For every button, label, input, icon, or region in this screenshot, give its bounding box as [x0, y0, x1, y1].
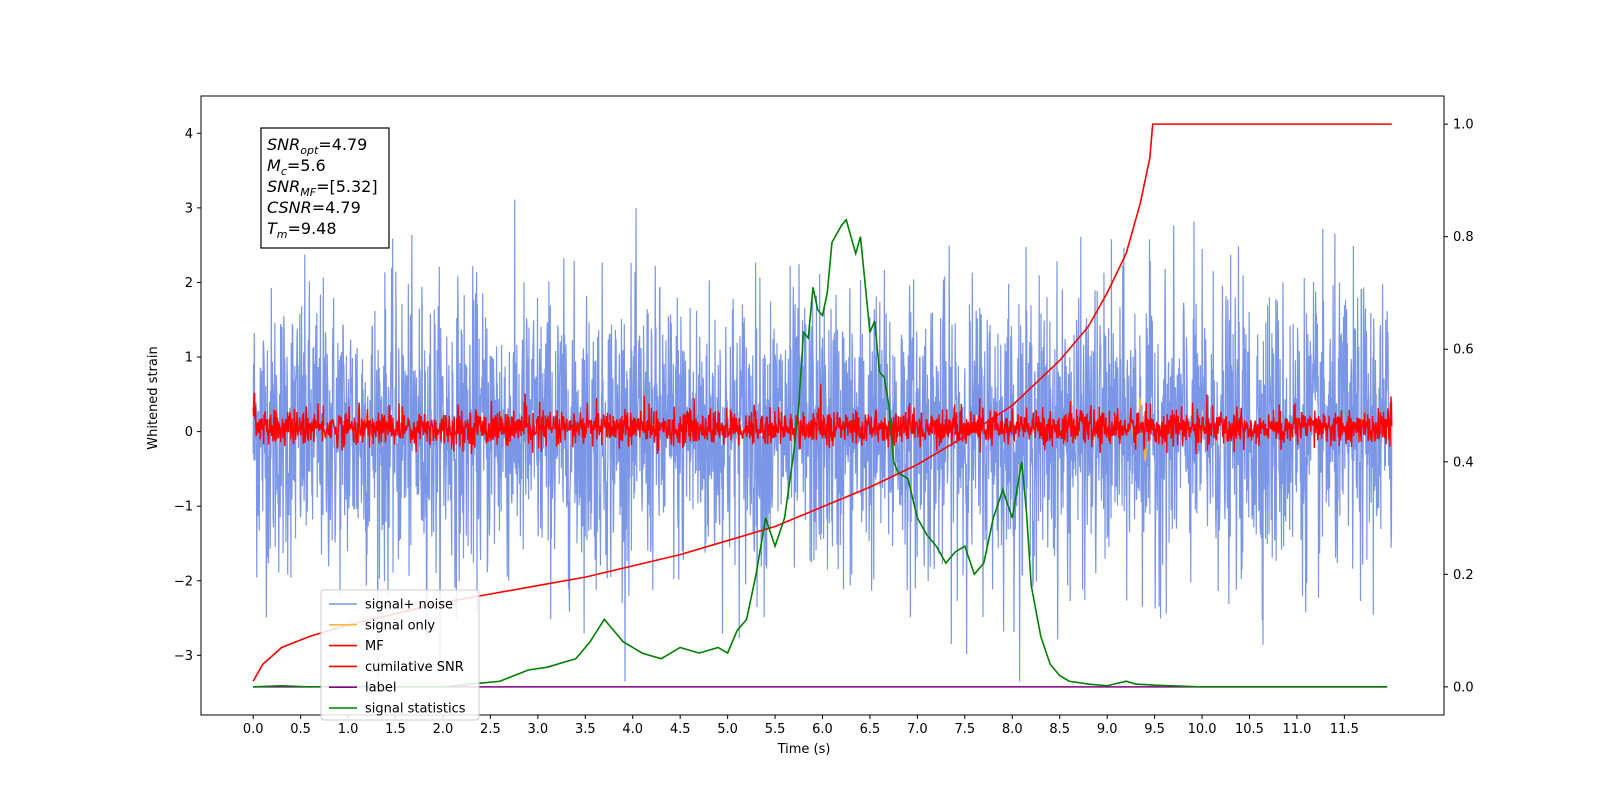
info-subscript: c: [281, 165, 287, 178]
y-left-tick-label: −3: [174, 649, 193, 664]
y-left-tick-label: 1: [185, 351, 193, 366]
series-signal-statistics: [253, 218, 1388, 688]
info-line: SNRopt=4.79: [267, 135, 367, 157]
y-right-tick-label: 1.0: [1453, 118, 1474, 133]
x-tick-label: 6.5: [860, 722, 881, 737]
y-right-tick-label: 0.6: [1453, 343, 1474, 358]
y-left-tick-label: 3: [185, 201, 193, 216]
info-line: CSNR=4.79: [267, 198, 361, 217]
x-tick-label: 4.0: [622, 722, 643, 737]
info-variable: CSNR: [267, 198, 312, 217]
x-tick-label: 9.5: [1144, 722, 1165, 737]
x-tick-label: 0.5: [290, 722, 311, 737]
legend: signal+ noise signal only MF cumilative SNR…: [320, 589, 480, 721]
x-tick-label: 1.5: [385, 722, 406, 737]
x-tick-label: 8.5: [1049, 722, 1070, 737]
legend-label: signal+ noise: [365, 598, 453, 613]
y-right-tick-label: 0.2: [1453, 568, 1474, 583]
x-tick-label: 3.0: [527, 722, 548, 737]
x-tick-label: 10.0: [1188, 722, 1217, 737]
x-tick-label: 4.5: [670, 722, 691, 737]
info-subscript: m: [277, 228, 288, 241]
info-value: =4.79: [318, 135, 367, 154]
x-tick-label: 2.0: [433, 722, 454, 737]
y-left-tick-label: 2: [185, 276, 193, 291]
x-tick-label: 2.5: [480, 722, 501, 737]
x-tick-label: 5.5: [765, 722, 786, 737]
series-signal-noise: [252, 199, 1393, 682]
axes-layer: 0.0 0.5 1.0 1.5 2.0 2.5 3.0 3.5 4.0 4.5 5.0 5.5 6.0 6…: [174, 95, 1474, 737]
y-left-tick-label: −1: [174, 500, 193, 515]
info-line: SNRMF=[5.32]: [267, 177, 378, 199]
info-variable: SNR: [267, 135, 300, 154]
info-value: =[5.32]: [316, 177, 378, 196]
legend-label: signal only: [365, 618, 435, 633]
info-line: Mc=5.6: [267, 156, 326, 178]
x-tick-label: 7.0: [907, 722, 928, 737]
legend-label: MF: [365, 639, 384, 654]
y-right-tick-label: 0.8: [1453, 230, 1474, 245]
legend-label: cumilative SNR: [365, 660, 464, 675]
series-mf: [252, 384, 1393, 455]
info-subscript: MF: [300, 186, 316, 199]
legend-label: label: [365, 681, 396, 696]
x-tick-label: 3.5: [575, 722, 596, 737]
info-variable: T: [267, 219, 278, 238]
x-tick-label: 8.0: [1002, 722, 1023, 737]
info-variable: M: [267, 156, 281, 175]
legend-label: signal statistics: [365, 702, 466, 717]
x-tick-label: 1.0: [338, 722, 359, 737]
x-tick-label: 10.5: [1235, 722, 1264, 737]
x-tick-label: 11.5: [1330, 722, 1359, 737]
info-box: SNRopt=4.79Mc=5.6SNRMF=[5.32]CSNR=4.79Tm…: [260, 127, 390, 249]
y-left-tick-label: 4: [185, 127, 193, 142]
x-tick-label: 5.0: [717, 722, 738, 737]
info-box-frame: [260, 127, 390, 249]
info-value: =5.6: [287, 156, 326, 175]
info-subscript: opt: [300, 144, 319, 157]
y-right-tick-label: 0.4: [1453, 455, 1474, 470]
y-axis-label: Whitened strain: [146, 346, 161, 449]
x-tick-label: 6.0: [812, 722, 833, 737]
info-line: Tm=9.48: [267, 219, 337, 241]
y-right-tick-label: 0.0: [1453, 680, 1474, 695]
info-value: =9.48: [288, 219, 337, 238]
x-tick-label: 7.5: [954, 722, 975, 737]
x-axis-label: Time (s): [777, 742, 831, 757]
x-tick-label: 11.0: [1282, 722, 1311, 737]
y-left-tick-label: 0: [185, 425, 193, 440]
legend-frame: [320, 589, 480, 721]
x-tick-label: 9.0: [1097, 722, 1118, 737]
y-left-tick-label: −2: [174, 574, 193, 589]
x-tick-label: 0.0: [243, 722, 264, 737]
info-value: =4.79: [312, 198, 361, 217]
info-variable: SNR: [267, 177, 300, 196]
